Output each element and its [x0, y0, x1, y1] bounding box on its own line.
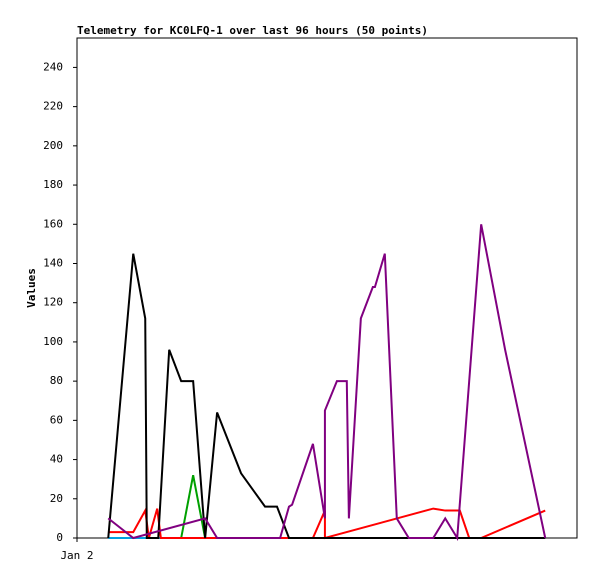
y-tick-label: 140 [43, 256, 63, 269]
x-tick-label: Jan 2 [60, 549, 93, 562]
y-tick-label: 100 [43, 335, 63, 348]
y-tick-label: 160 [43, 217, 63, 230]
series-line [107, 224, 547, 542]
series-line [180, 475, 207, 539]
y-tick-label: 200 [43, 139, 63, 152]
y-tick-label: 220 [43, 100, 63, 113]
series-line [107, 253, 546, 539]
y-tick-label: 0 [56, 531, 63, 544]
y-tick-label: 240 [43, 60, 63, 73]
y-tick-label: 180 [43, 178, 63, 191]
y-axis-label: Values [25, 268, 38, 308]
y-tick-label: 120 [43, 296, 63, 309]
y-tick-label: 40 [50, 453, 63, 466]
chart-title: Telemetry for KC0LFQ-1 over last 96 hour… [77, 24, 428, 37]
y-tick-label: 20 [50, 492, 63, 505]
y-tick-label: 60 [50, 413, 63, 426]
y-tick-label: 80 [50, 374, 63, 387]
